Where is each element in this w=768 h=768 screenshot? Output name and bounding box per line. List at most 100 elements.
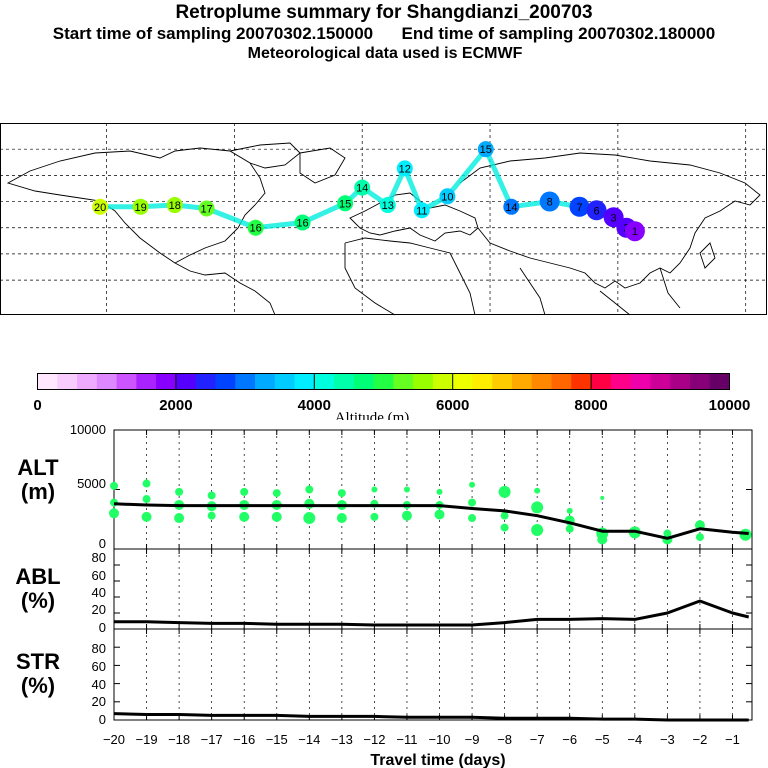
str-unit: (%) [21,673,55,698]
plume-blob [132,198,149,215]
colorbar-swatch [175,373,197,390]
x-tick-labels: −20 −19 −18 −17 −16 −15 −14 −13 −12 −11 −10 −9 −8 −7 −… [103,732,740,747]
plume-day-label: 14 [356,183,368,195]
time-series-panels: ALT (m) ABL (%) STR (%) 10000 5000 0 80 … [15,422,753,768]
abl-y-ticks: 80 60 40 20 0 [92,550,106,635]
alt-scatter-point [695,533,704,542]
alt-scatter-point [371,486,378,493]
plume-trajectory: 2019181716161514131211101514876321 [92,141,645,242]
alt-scatter-point [531,501,544,514]
colorbar-swatch [709,373,730,390]
colorbar-tick-label: 2000 [159,397,192,414]
str-series-line [113,712,749,722]
colorbar-swatch [116,373,137,390]
alt-scatter-point [597,534,608,545]
colorbar-swatch [37,373,58,390]
abl-ytick: 60 [92,568,106,583]
colorbar-swatch [96,373,118,390]
start-time-label: Start time of sampling 20070302.150000 [52,24,374,43]
alt-scatter-point [142,479,151,488]
alt-label: ALT [17,455,59,480]
x-tick-label: −19 [136,732,158,747]
plume-day-label: 3 [611,212,617,224]
x-tick-label: −6 [562,732,577,747]
plume-blob [92,198,109,215]
plume-blob [413,202,430,219]
colorbar-swatch [512,373,533,390]
plume-day-label: 15 [339,198,351,210]
plume-blob [354,179,371,196]
plume-day-label: 13 [382,200,394,212]
alt-scatter-point [468,514,477,523]
x-tick-label: −15 [266,732,288,747]
x-tick-label: −10 [428,732,450,747]
colorbar-swatch [551,373,572,390]
abl-ytick: 40 [92,585,106,600]
abl-unit: (%) [21,588,55,613]
colorbar-swatch [413,373,434,390]
x-tick-label: −14 [298,732,320,747]
x-tick-label: −18 [168,732,190,747]
alt-scatter-point [468,498,477,507]
alt-scatter-point [174,513,185,524]
alt-scatter-point [110,481,118,490]
abl-panel-labels: ABL (%) [15,564,60,613]
colorbar-ticks: 0 2000 4000 6000 8000 10000 [33,373,750,414]
colorbar-swatch [571,373,592,390]
colorbar-swatch [353,373,375,390]
plume-day-label: 7 [576,202,582,214]
plume-blob [247,219,264,236]
plume-day-label: 17 [201,204,213,216]
alt-scatter-point [434,509,445,520]
colorbar-frame [37,373,730,390]
colorbar-swatch [650,373,671,390]
plume-day-label: 16 [250,223,262,235]
alt-scatter-point [336,513,347,524]
alt-frame [113,429,753,550]
plume-blob [396,160,413,177]
alt-scatter-point [141,511,152,522]
plume-blob [337,195,354,212]
colorbar-swatch [610,373,632,390]
plume-blob [379,197,396,214]
colorbar-tick-label: 6000 [436,397,469,414]
alt-scatter-point [304,498,315,509]
x-tick-label: −9 [465,732,480,747]
alt-unit: (m) [21,479,55,504]
plume-day-label: 6 [593,205,599,217]
colorbar-swatch [670,373,691,390]
end-time-label: End time of sampling 20070302.180000 [401,24,716,43]
alt-scatter-point [436,488,443,495]
str-ytick: 0 [99,712,106,727]
alt-scatter-point [271,511,282,522]
alt-scatter-point [207,511,216,520]
plume-day-label: 1 [632,226,638,238]
alt-scatter-point [534,487,541,494]
x-tick-label: −3 [660,732,675,747]
alt-scatter-point [600,495,605,500]
plume-day-label: 19 [134,202,146,214]
colorbar-swatch [314,373,335,390]
x-tick-label: −20 [103,732,125,747]
map-frame [0,123,767,315]
x-tick-label: −12 [363,732,385,747]
colorbar-swatch [492,373,513,390]
chart-title: Retroplume summary for Shangdianzi_20070… [175,2,593,23]
plume-day-label: 20 [94,202,106,214]
x-tick-label: −2 [693,732,708,747]
alt-scatter-point [403,486,410,493]
abl-ytick: 80 [92,550,106,565]
plume-day-label: 15 [480,144,492,156]
plume-blob [439,188,456,205]
x-tick-label: −4 [627,732,642,747]
colorbar-tick-label: 0 [33,397,41,414]
colorbar-swatch [274,373,296,390]
colorbar-swatch [195,373,216,390]
alt-scatter-point [303,512,316,525]
alt-scatter-point [566,507,573,514]
alt-scatter-point [272,489,281,498]
abl-ytick: 20 [92,602,106,617]
colorbar-tick-label: 8000 [574,397,607,414]
alt-scatter-point [370,512,379,521]
plume-blob [198,200,215,217]
